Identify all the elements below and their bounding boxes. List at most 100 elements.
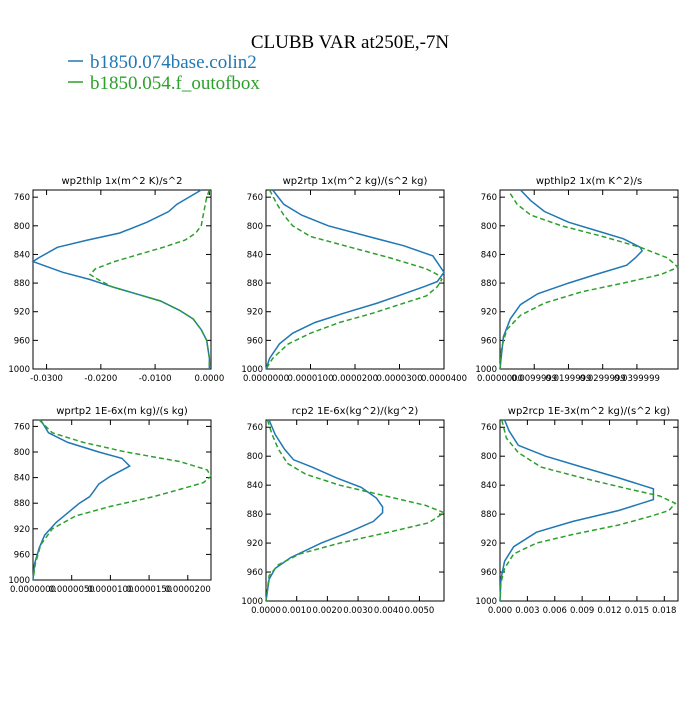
panel-1-series-1-line (31, 189, 211, 369)
panel-6-series-1-line (499, 419, 655, 602)
panel-6-ytick-label: 760 (481, 423, 497, 433)
panel-3-ytick-label: 920 (481, 308, 497, 318)
panel-4-ytick-label: 920 (14, 525, 30, 535)
panel-2-xtick-label: 0.0000100 (288, 374, 334, 384)
panel-2: wp2rtp 1x(m^2 kg)/(s^2 kg) 760 800 840 880 92… (241, 176, 467, 384)
panel-2-ytick-label: 960 (247, 336, 263, 346)
panel-3: wpthlp2 1x(m K^2)/s 760 800 840 880 920 960 100… (475, 176, 680, 384)
panel-6-series-2-line (499, 419, 677, 602)
panel-2-xtick-label: 0.0000400 (421, 374, 467, 384)
panel-6-ytick-label: 840 (481, 481, 497, 491)
panel-3-title: wpthlp2 1x(m K^2)/s (536, 176, 642, 187)
panel-1-ytick-label: 880 (14, 279, 30, 289)
panel-5: rcp2 1E-6x(kg^2)/(kg^2) 760 800 840 880 920 96… (241, 406, 446, 616)
legend-label-series-1: b1850.074base.colin2 (90, 52, 257, 73)
panel-5-xtick-label: 0.0020 (313, 606, 343, 616)
panel-3-xtick-label: 0.0199999 (545, 374, 591, 384)
panel-1: wp2thlp 1x(m^2 K)/s^2 760 800 840 880 920 960 1… (8, 176, 224, 384)
panel-1-ytick-label: 920 (14, 308, 30, 318)
panel-5-ytick-label: 880 (247, 510, 263, 520)
panel-6-ytick-label: 800 (481, 452, 497, 462)
panel-4-ytick-label: 880 (14, 499, 30, 509)
panel-2-frame (265, 189, 445, 370)
panel-6-ytick-label: 1000 (475, 597, 497, 607)
panel-1-xtick-label: -0.0200 (84, 374, 117, 384)
panel-2-ytick-label: 880 (247, 279, 263, 289)
panel-6-xtick-label: 0.000 (488, 606, 512, 616)
panel-5-ytick-label: 960 (247, 568, 263, 578)
panel-1-ytick-label: 800 (14, 222, 30, 232)
panel-2-xtick-label: 0.0000200 (332, 374, 378, 384)
panel-5-xtick-label: 0.0030 (343, 606, 373, 616)
panel-4-series-2-line (32, 419, 212, 581)
legend-label-series-2: b1850.054.f_outofbox (90, 73, 260, 94)
panel-2-xtick-label: 0.0000300 (377, 374, 423, 384)
panel-2-ytick-label: 840 (247, 250, 263, 260)
panel-6-ytick-label: 960 (481, 568, 497, 578)
panel-4-series-1-line (32, 419, 131, 581)
panel-6-title: wp2rcp 1E-3x(m^2 kg)/(s^2 kg) (508, 406, 671, 417)
panel-5-xtick-label: 0.0040 (374, 606, 404, 616)
panel-4-title: wprtp2 1E-6x(m kg)/(s kg) (56, 406, 188, 417)
panel-3-ytick-label: 840 (481, 250, 497, 260)
panel-6-xtick-label: 0.006 (543, 606, 567, 616)
panels: wp2thlp 1x(m^2 K)/s^2 760 800 840 880 920 960 1… (8, 176, 680, 616)
panel-4-xtick-label: 0.0000200 (165, 585, 211, 595)
panel-4-ytick-label: 1000 (8, 576, 30, 586)
panel-5-ytick-label: 800 (247, 452, 263, 462)
panel-6: wp2rcp 1E-3x(m^2 kg)/(s^2 kg) 760 800 840 88… (475, 406, 679, 616)
panel-6-xtick-label: 0.009 (570, 606, 594, 616)
panel-1-xtick-label: -0.0300 (30, 374, 63, 384)
panel-6-xtick-label: 0.018 (652, 606, 676, 616)
panel-5-series-1-line (265, 419, 384, 602)
panel-6-ytick-label: 880 (481, 510, 497, 520)
panel-3-xtick-label: 0.0000000 (477, 374, 523, 384)
panel-1-xtick-label: 0.0000 (194, 374, 224, 384)
panel-3-ytick-label: 880 (481, 279, 497, 289)
panel-4-ytick-label: 840 (14, 474, 30, 484)
panel-1-xtick-label: -0.0100 (139, 374, 172, 384)
panel-5-xtick-label: 0.0000 (251, 606, 281, 616)
panel-3-ytick-label: 1000 (475, 365, 497, 375)
panel-4: wprtp2 1E-6x(m kg)/(s kg) 760 800 840 880 920… (8, 406, 212, 595)
panel-5-ytick-label: 840 (247, 481, 263, 491)
panel-1-ytick-label: 1000 (8, 365, 30, 375)
panel-3-ytick-label: 960 (481, 336, 497, 346)
figure-title: CLUBB VAR at250E,-7N (251, 32, 450, 53)
panel-2-title: wp2rtp 1x(m^2 kg)/(s^2 kg) (283, 176, 428, 187)
panel-1-ytick-label: 760 (14, 193, 30, 203)
panel-2-series-1-line (265, 189, 445, 370)
panel-6-frame (499, 419, 679, 602)
panel-6-xtick-label: 0.003 (515, 606, 539, 616)
panel-5-ytick-label: 1000 (241, 597, 263, 607)
panel-6-xtick-label: 0.012 (597, 606, 621, 616)
panel-2-ytick-label: 1000 (241, 365, 263, 375)
panel-1-ytick-label: 840 (14, 250, 30, 260)
panel-4-xtick-label: 0.0000000 (10, 585, 56, 595)
panel-6-xtick-label: 0.015 (625, 606, 649, 616)
panel-3-xtick-label: 0.0099999 (511, 374, 557, 384)
panel-5-xtick-label: 0.0050 (405, 606, 435, 616)
panel-4-ytick-label: 800 (14, 448, 30, 458)
panel-3-series-1-line (499, 189, 644, 370)
panel-2-ytick-label: 760 (247, 193, 263, 203)
panel-3-frame (499, 189, 679, 370)
panel-3-ytick-label: 800 (481, 222, 497, 232)
panel-4-ytick-label: 960 (14, 550, 30, 560)
panel-3-xtick-label: 0.0399999 (614, 374, 660, 384)
panel-1-title: wp2thlp 1x(m^2 K)/s^2 (61, 176, 182, 187)
legend: b1850.074base.colin2 b1850.054.f_outofbo… (68, 52, 260, 94)
panel-5-title: rcp2 1E-6x(kg^2)/(kg^2) (292, 406, 419, 417)
panel-1-ytick-label: 960 (14, 336, 30, 346)
panel-4-xtick-label: 0.0000050 (49, 585, 95, 595)
panel-5-ytick-label: 920 (247, 539, 263, 549)
panel-5-series-2-line (265, 419, 446, 602)
panel-2-ytick-label: 920 (247, 308, 263, 318)
panel-4-ytick-label: 760 (14, 422, 30, 432)
panel-3-series-2-line (499, 193, 680, 370)
panel-6-ytick-label: 920 (481, 539, 497, 549)
panel-2-xtick-label: 0.0000000 (243, 374, 289, 384)
panel-2-ytick-label: 800 (247, 222, 263, 232)
